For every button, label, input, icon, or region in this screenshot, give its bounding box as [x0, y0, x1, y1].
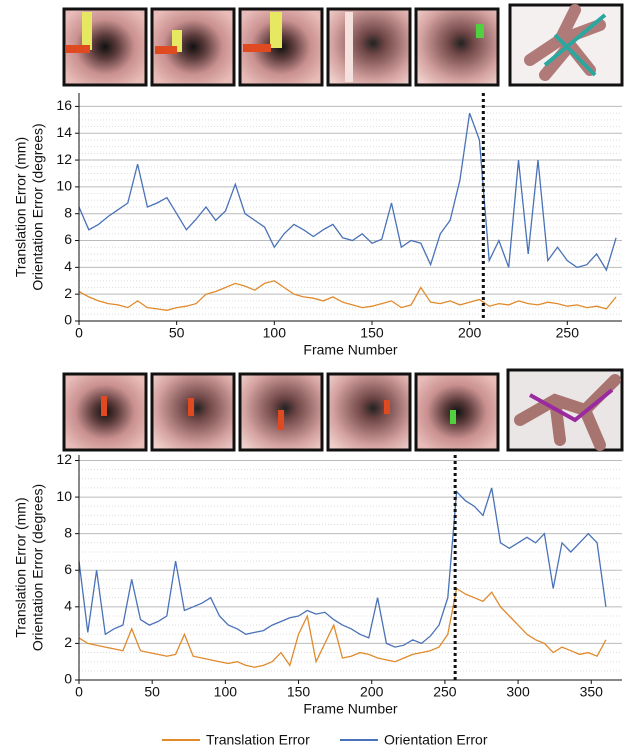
axis-glyph [243, 44, 271, 52]
y-tick-label: 10 [56, 488, 72, 504]
y-tick-label: 6 [64, 561, 72, 577]
legend: Translation Error Orientation Error [162, 732, 488, 748]
path-glyph [529, 388, 614, 423]
thumbnail [414, 7, 500, 87]
thumbnail [326, 7, 412, 87]
y-tick-label: 8 [64, 524, 72, 540]
axis-glyph [101, 396, 107, 416]
axis-glyph [82, 12, 92, 50]
x-tick-label: 100 [214, 684, 238, 700]
x-tick-label: 150 [287, 684, 311, 700]
axis-glyph [384, 400, 390, 414]
x-tick-label: 100 [263, 325, 287, 341]
y-tick-label: 4 [64, 598, 72, 614]
y-axis-label: Translation Error (mm) [13, 497, 29, 637]
x-tick-label: 200 [360, 684, 384, 700]
x-axis-label: Frame Number [303, 342, 397, 358]
airway [514, 374, 621, 451]
y-tick-label: 8 [64, 204, 72, 220]
axis-glyph [172, 30, 182, 52]
series-line [78, 280, 617, 311]
axis-glyph [66, 45, 90, 53]
y-axis-label: Translation Error (mm) [13, 137, 29, 277]
y-tick-label: 16 [56, 97, 72, 113]
legend-label: Orientation Error [384, 732, 488, 748]
legend-label: Translation Error [206, 732, 310, 748]
thumbnails-bottom [62, 368, 624, 452]
y-tick-label: 4 [64, 258, 72, 274]
highlight [345, 12, 353, 82]
thumbnail [414, 372, 500, 452]
y-axis-label: Orientation Error (degrees) [30, 123, 46, 290]
x-tick-label: 0 [75, 684, 83, 700]
x-axis-label: Frame Number [303, 701, 397, 717]
y-tick-label: 2 [64, 634, 72, 650]
axis-glyph [188, 398, 194, 416]
x-tick-label: 50 [144, 684, 160, 700]
axis-glyph [155, 46, 177, 54]
y-tick-label: 10 [56, 178, 72, 194]
x-tick-label: 250 [433, 684, 457, 700]
y-tick-label: 14 [56, 124, 72, 140]
x-tick-label: 0 [75, 325, 83, 341]
y-axis-label: Orientation Error (degrees) [30, 484, 46, 651]
axis-glyph [270, 12, 282, 48]
series-line [78, 487, 607, 648]
x-tick-label: 150 [360, 325, 384, 341]
plot: 0 2 4 6 8 10 12 0 50 100 150 200 250 300 350 Frame Numb… [13, 451, 622, 717]
plot: 0 2 4 6 8 10 12 14 16 0 50 100 150 200 250 Frame Number… [13, 93, 622, 358]
axis-glyph [476, 24, 484, 38]
series-line [78, 587, 607, 668]
x-tick-label: 200 [458, 325, 482, 341]
y-tick-label: 12 [56, 451, 72, 467]
y-tick-label: 12 [56, 151, 72, 167]
y-tick-label: 2 [64, 285, 72, 301]
path-glyph [543, 13, 607, 77]
y-tick-label: 0 [64, 671, 72, 687]
x-tick-label: 350 [580, 684, 604, 700]
y-tick-label: 0 [64, 312, 72, 328]
thumbnail [326, 372, 412, 452]
x-tick-label: 250 [556, 325, 580, 341]
axis-glyph [278, 410, 284, 430]
series-line [78, 112, 617, 272]
x-tick-label: 50 [169, 325, 185, 341]
thumbnails-top [62, 3, 624, 87]
x-tick-label: 300 [506, 684, 530, 700]
y-tick-label: 6 [64, 231, 72, 247]
axis-glyph [450, 410, 456, 424]
